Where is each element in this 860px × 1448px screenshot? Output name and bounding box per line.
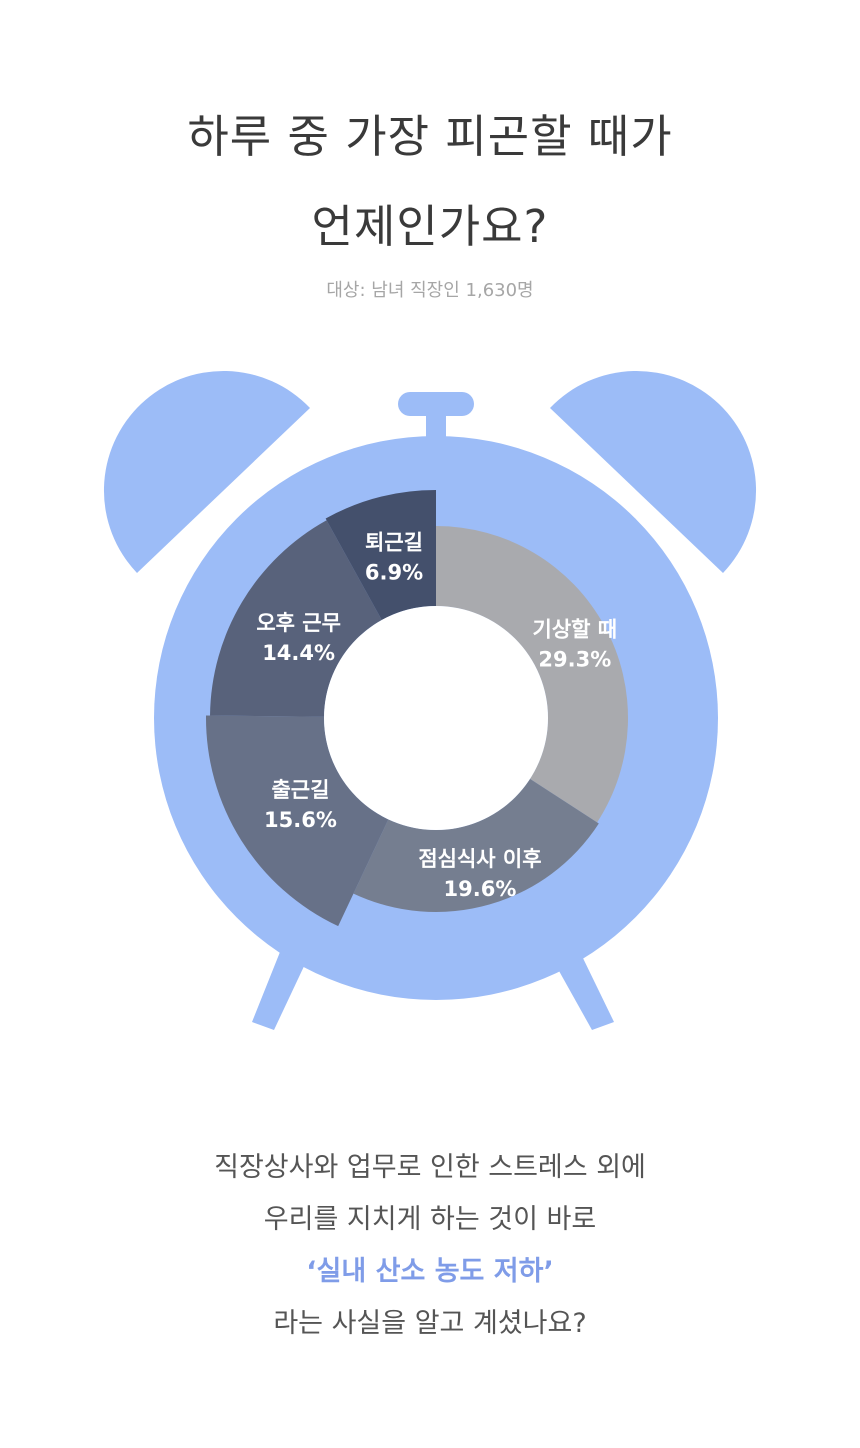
segment-value-label: 19.6%: [444, 877, 517, 901]
title-line-1: 하루 중 가장 피곤할 때가: [187, 110, 673, 163]
caption-line-1: 직장상사와 업무로 인한 스트레스 외에: [214, 1152, 646, 1183]
caption-line-2: 우리를 지치게 하는 것이 바로: [263, 1204, 597, 1235]
clock-bell-left: [103, 370, 310, 573]
title-line-2: 언제인가요?: [311, 200, 549, 253]
alarm-clock-donut-chart: 기상할 때 29.3% 점심식사 이후 19.6% 출근길 15.6% 오후 근무 14.4%…: [103, 370, 757, 1030]
segment-value-label: 15.6%: [264, 808, 337, 832]
donut-segment: [353, 778, 599, 913]
donut-segment: [436, 526, 628, 823]
segment-category-label: 기상할 때: [533, 618, 618, 642]
clock-leg-left: [252, 952, 306, 1030]
caption-line-4: 라는 사실을 알고 계셨나요?: [273, 1308, 587, 1339]
segment-value-label: 6.9%: [365, 560, 423, 584]
segment-value-label: 29.3%: [538, 648, 611, 672]
segment-value-label: 14.4%: [262, 641, 335, 665]
clock-leg-right: [554, 952, 614, 1030]
clock-bell-right: [550, 370, 757, 573]
donut-segment: [206, 715, 389, 927]
donut-segment: [325, 490, 436, 620]
subtitle: 대상: 남녀 직장인 1,630명: [326, 280, 534, 301]
clock-knob: [398, 392, 474, 416]
segment-category-label: 출근길: [271, 778, 329, 802]
clock-stem: [426, 412, 446, 442]
segment-category-label: 퇴근길: [365, 530, 423, 554]
caption-highlight: ‘실내 산소 농도 저하’: [306, 1256, 554, 1287]
segment-category-label: 점심식사 이후: [418, 847, 541, 871]
donut-hole: [324, 606, 548, 830]
segment-category-label: 오후 근무: [256, 611, 341, 635]
donut-segment: [210, 520, 382, 717]
